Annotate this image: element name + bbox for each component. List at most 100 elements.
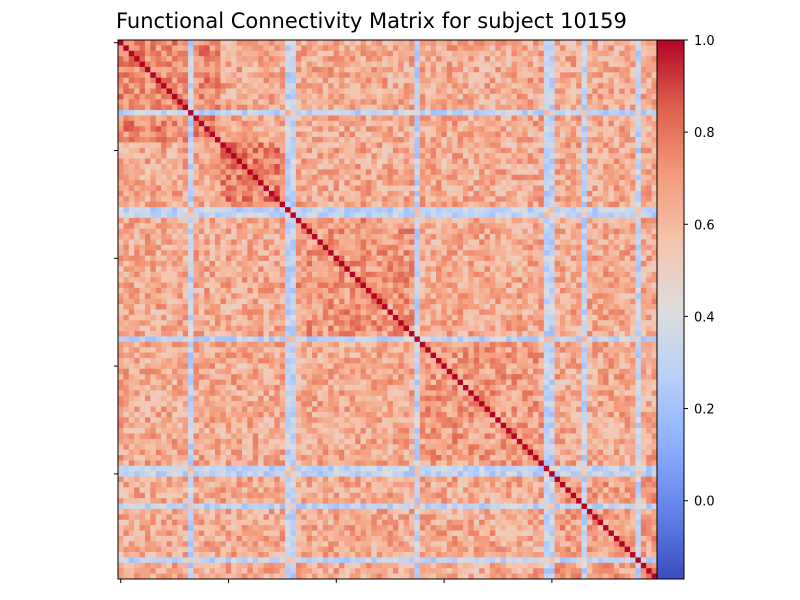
heatmap-cell — [295, 180, 302, 186]
heatmap-cell — [646, 72, 653, 79]
heatmap-cell — [382, 244, 388, 251]
heatmap-cell — [473, 228, 480, 235]
heatmap-cell — [118, 142, 124, 149]
heatmap-cell — [263, 120, 270, 127]
heatmap-cell — [263, 131, 270, 138]
heatmap-cell — [489, 120, 496, 127]
heatmap-cell — [263, 158, 270, 165]
heatmap-cell — [128, 212, 135, 219]
heatmap-cell — [414, 147, 421, 154]
heatmap-cell — [382, 88, 388, 95]
heatmap-cell — [188, 142, 194, 149]
heatmap-cell — [328, 244, 334, 251]
heatmap-cell — [565, 169, 572, 176]
heatmap-cell — [495, 212, 502, 219]
heatmap-cell — [209, 142, 216, 149]
heatmap-cell — [457, 104, 464, 111]
heatmap-cell — [295, 77, 302, 84]
heatmap-cell — [258, 163, 264, 170]
heatmap-cell — [387, 298, 394, 305]
heatmap-cell — [479, 40, 485, 46]
heatmap-cell — [295, 282, 302, 289]
heatmap-cell — [635, 126, 642, 133]
heatmap-cell — [150, 56, 157, 62]
heatmap-cell — [527, 169, 534, 176]
heatmap-cell — [619, 228, 626, 235]
heatmap-cell — [570, 40, 577, 46]
heatmap-cell — [554, 298, 561, 305]
heatmap-cell — [484, 169, 491, 176]
heatmap-cell — [188, 304, 194, 310]
heatmap-cell — [209, 40, 216, 46]
heatmap-cell — [306, 304, 313, 310]
heatmap-cell — [500, 56, 507, 62]
heatmap-cell — [597, 77, 604, 84]
heatmap-cell — [619, 88, 626, 95]
heatmap-cell — [597, 277, 604, 283]
heatmap-cell — [457, 40, 464, 46]
heatmap-cell — [484, 234, 491, 240]
heatmap-cell — [640, 137, 647, 143]
heatmap-cell — [543, 277, 550, 283]
heatmap-cell — [355, 174, 361, 181]
heatmap-cell — [118, 45, 124, 52]
heatmap-cell — [215, 207, 221, 213]
heatmap-cell — [290, 147, 297, 154]
heatmap-cell — [597, 282, 604, 289]
heatmap-cell — [344, 201, 351, 208]
heatmap-cell — [268, 190, 275, 197]
heatmap-cell — [204, 137, 211, 143]
heatmap-cell — [468, 66, 475, 73]
heatmap-cell — [215, 153, 221, 159]
heatmap-cell — [538, 250, 545, 256]
heatmap-cell — [516, 66, 523, 73]
heatmap-cell — [446, 169, 453, 176]
heatmap-cell — [231, 153, 237, 159]
heatmap-cell — [592, 99, 599, 106]
heatmap-cell — [241, 77, 248, 84]
heatmap-cell — [387, 223, 394, 230]
heatmap-cell — [177, 196, 184, 203]
heatmap-cell — [576, 266, 582, 273]
heatmap-cell — [263, 293, 270, 300]
heatmap-cell — [252, 271, 259, 278]
heatmap-cell — [290, 190, 297, 197]
heatmap-cell — [570, 153, 577, 159]
heatmap-cell — [425, 153, 432, 159]
heatmap-cell — [128, 147, 135, 154]
heatmap-cell — [188, 99, 194, 106]
heatmap-cell — [198, 180, 205, 186]
heatmap-cell — [301, 244, 308, 251]
heatmap-cell — [635, 99, 642, 106]
heatmap-cell — [651, 147, 658, 154]
heatmap-cell — [533, 196, 539, 203]
heatmap-cell — [182, 277, 189, 283]
heatmap-cell — [204, 40, 211, 46]
heatmap-cell — [414, 293, 421, 300]
heatmap-cell — [382, 131, 388, 138]
heatmap-cell — [651, 217, 658, 224]
heatmap-cell — [215, 212, 221, 219]
heatmap-cell — [441, 277, 448, 283]
heatmap-cell — [236, 99, 243, 106]
heatmap-cell — [371, 266, 378, 273]
heatmap-cell — [263, 45, 270, 52]
heatmap-cell — [317, 93, 324, 100]
heatmap-cell — [344, 304, 351, 310]
heatmap-cell — [559, 239, 566, 246]
heatmap-cell — [613, 131, 620, 138]
heatmap-cell — [360, 163, 367, 170]
heatmap-cell — [549, 153, 555, 159]
heatmap-cell — [371, 147, 378, 154]
heatmap-cell — [452, 110, 458, 116]
heatmap-cell — [630, 83, 636, 89]
heatmap-cell — [247, 61, 254, 68]
heatmap-cell — [527, 77, 534, 84]
heatmap-cell — [554, 266, 561, 273]
heatmap-cell — [312, 282, 318, 289]
heatmap-cell — [554, 77, 561, 84]
heatmap-cell — [301, 61, 308, 68]
heatmap-cell — [274, 271, 281, 278]
heatmap-cell — [473, 287, 480, 294]
heatmap-cell — [538, 93, 545, 100]
